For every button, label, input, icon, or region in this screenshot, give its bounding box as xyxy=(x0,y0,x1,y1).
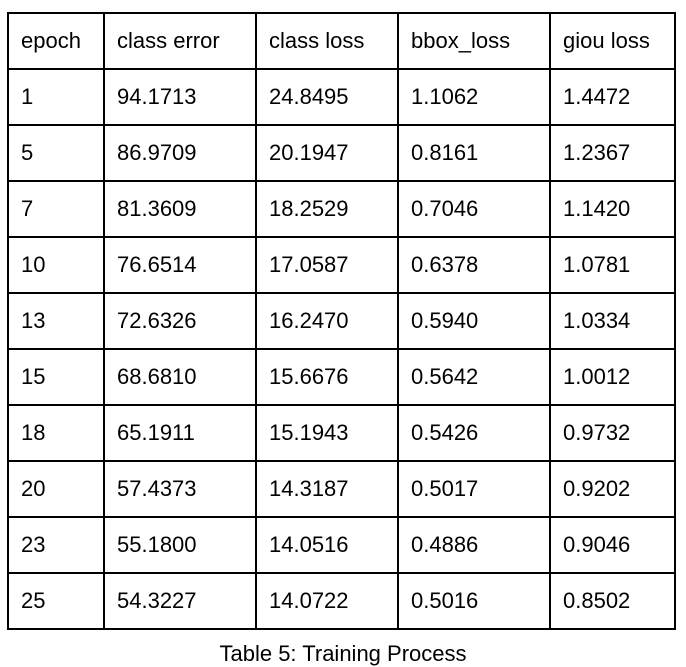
header-row: epoch class error class loss bbox_loss g… xyxy=(7,12,676,70)
cell-class-loss: 15.6676 xyxy=(255,348,399,406)
cell-giou-loss: 0.9202 xyxy=(549,460,676,518)
cell-epoch: 25 xyxy=(7,572,105,630)
cell-epoch: 13 xyxy=(7,292,105,350)
cell-epoch: 5 xyxy=(7,124,105,182)
cell-class-error: 54.3227 xyxy=(103,572,257,630)
cell-class-loss: 14.0722 xyxy=(255,572,399,630)
training-table-container: epoch class error class loss bbox_loss g… xyxy=(7,12,676,630)
cell-epoch: 10 xyxy=(7,236,105,294)
cell-class-loss: 24.8495 xyxy=(255,68,399,126)
table-row: 23 55.1800 14.0516 0.4886 0.9046 xyxy=(7,516,676,574)
cell-class-loss: 16.2470 xyxy=(255,292,399,350)
table-caption: Table 5: Training Process xyxy=(219,641,467,666)
cell-giou-loss: 1.0334 xyxy=(549,292,676,350)
cell-class-error: 68.6810 xyxy=(103,348,257,406)
cell-bbox-loss: 0.8161 xyxy=(397,124,551,182)
cell-giou-loss: 0.9732 xyxy=(549,404,676,462)
cell-giou-loss: 1.4472 xyxy=(549,68,676,126)
table-row: 7 81.3609 18.2529 0.7046 1.1420 xyxy=(7,180,676,238)
table-row: 10 76.6514 17.0587 0.6378 1.0781 xyxy=(7,236,676,294)
cell-class-error: 81.3609 xyxy=(103,180,257,238)
cell-giou-loss: 1.0781 xyxy=(549,236,676,294)
header-class-loss: class loss xyxy=(255,12,399,70)
cell-class-loss: 15.1943 xyxy=(255,404,399,462)
header-bbox-loss: bbox_loss xyxy=(397,12,551,70)
cell-class-error: 76.6514 xyxy=(103,236,257,294)
table-row: 13 72.6326 16.2470 0.5940 1.0334 xyxy=(7,292,676,350)
cell-giou-loss: 0.9046 xyxy=(549,516,676,574)
cell-epoch: 18 xyxy=(7,404,105,462)
cell-giou-loss: 1.2367 xyxy=(549,124,676,182)
cell-bbox-loss: 0.6378 xyxy=(397,236,551,294)
table-row: 18 65.1911 15.1943 0.5426 0.9732 xyxy=(7,404,676,462)
training-table: epoch class error class loss bbox_loss g… xyxy=(7,12,676,630)
cell-epoch: 23 xyxy=(7,516,105,574)
table-row: 25 54.3227 14.0722 0.5016 0.8502 xyxy=(7,572,676,630)
cell-bbox-loss: 0.5017 xyxy=(397,460,551,518)
header-giou-loss: giou loss xyxy=(549,12,676,70)
cell-epoch: 15 xyxy=(7,348,105,406)
cell-giou-loss: 1.0012 xyxy=(549,348,676,406)
cell-bbox-loss: 0.7046 xyxy=(397,180,551,238)
cell-giou-loss: 1.1420 xyxy=(549,180,676,238)
cell-class-loss: 14.0516 xyxy=(255,516,399,574)
table-row: 15 68.6810 15.6676 0.5642 1.0012 xyxy=(7,348,676,406)
header-epoch: epoch xyxy=(7,12,105,70)
table-row: 20 57.4373 14.3187 0.5017 0.9202 xyxy=(7,460,676,518)
cell-class-loss: 14.3187 xyxy=(255,460,399,518)
cell-class-loss: 17.0587 xyxy=(255,236,399,294)
cell-class-error: 86.9709 xyxy=(103,124,257,182)
cell-bbox-loss: 0.5426 xyxy=(397,404,551,462)
cell-bbox-loss: 0.5016 xyxy=(397,572,551,630)
table-row: 5 86.9709 20.1947 0.8161 1.2367 xyxy=(7,124,676,182)
cell-class-error: 94.1713 xyxy=(103,68,257,126)
cell-epoch: 20 xyxy=(7,460,105,518)
table-row: 1 94.1713 24.8495 1.1062 1.4472 xyxy=(7,68,676,126)
cell-class-loss: 20.1947 xyxy=(255,124,399,182)
cell-class-error: 65.1911 xyxy=(103,404,257,462)
cell-bbox-loss: 1.1062 xyxy=(397,68,551,126)
cell-epoch: 1 xyxy=(7,68,105,126)
cell-class-error: 55.1800 xyxy=(103,516,257,574)
cell-bbox-loss: 0.4886 xyxy=(397,516,551,574)
cell-bbox-loss: 0.5940 xyxy=(397,292,551,350)
cell-bbox-loss: 0.5642 xyxy=(397,348,551,406)
cell-epoch: 7 xyxy=(7,180,105,238)
header-class-error: class error xyxy=(103,12,257,70)
cell-giou-loss: 0.8502 xyxy=(549,572,676,630)
cell-class-loss: 18.2529 xyxy=(255,180,399,238)
cell-class-error: 57.4373 xyxy=(103,460,257,518)
cell-class-error: 72.6326 xyxy=(103,292,257,350)
